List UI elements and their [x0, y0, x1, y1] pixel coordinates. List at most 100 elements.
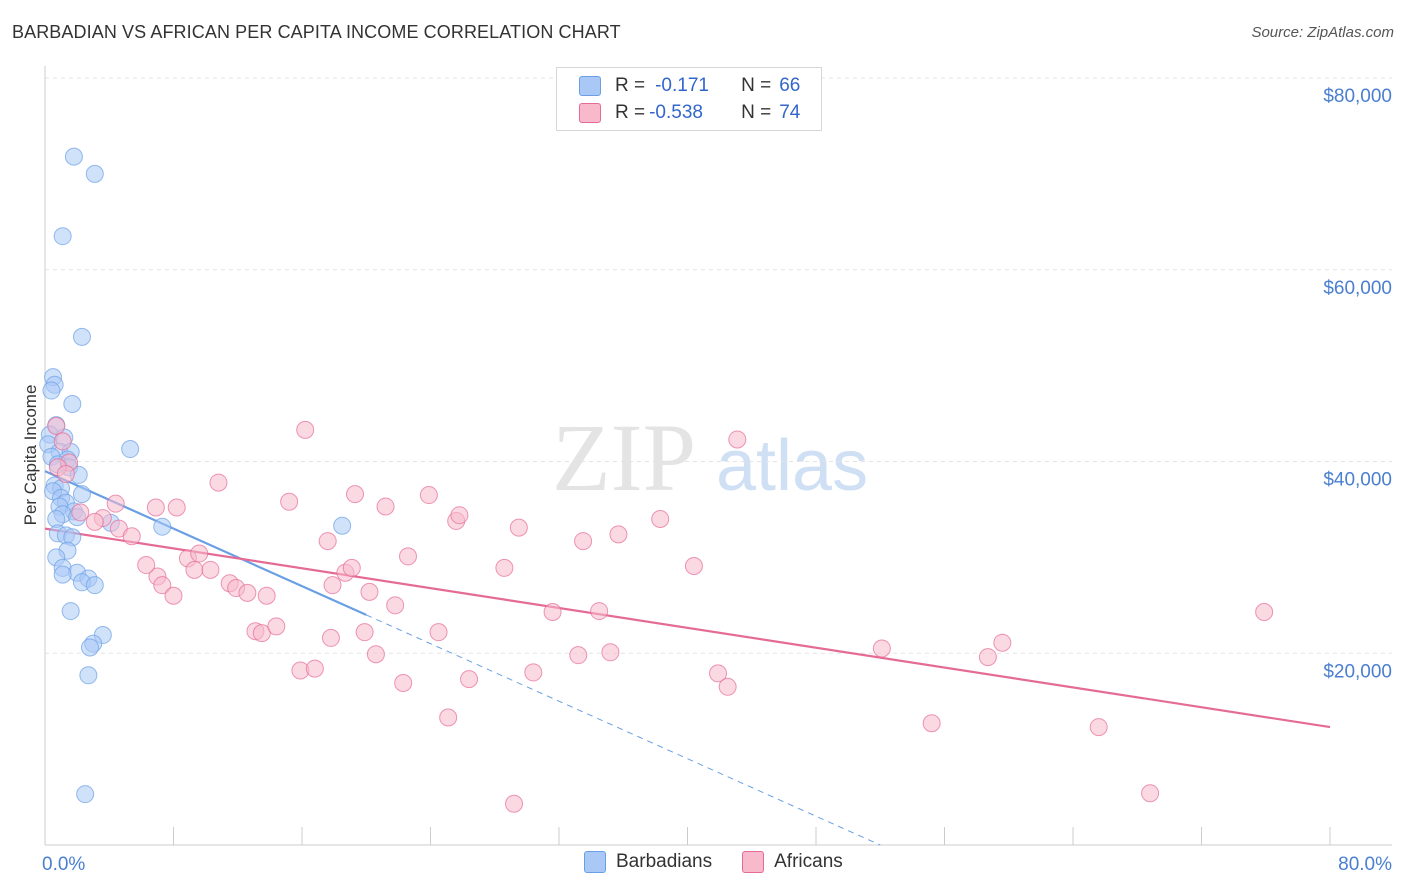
point-africans [366, 645, 385, 664]
point-barbadians [333, 516, 352, 535]
axis-labels: $20,000 $40,000 $60,000 $80,000 0.0% 80.0% Per… [21, 86, 1392, 875]
point-africans [71, 503, 90, 522]
point-barbadians [53, 227, 72, 246]
legend-item-africans[interactable]: Africans [742, 851, 843, 873]
point-africans [1089, 718, 1108, 737]
point-africans [321, 628, 340, 647]
legend-n-label: N = [741, 102, 772, 123]
point-africans [305, 659, 324, 678]
point-barbadians [63, 394, 82, 413]
trend-line-africans [44, 527, 1331, 729]
point-africans [684, 557, 703, 576]
legend-swatch-barbadians [584, 851, 606, 873]
x-tick-label-start: 0.0% [42, 854, 85, 875]
legend-row-barbadians: R = -0.171 N = 66 [579, 73, 800, 99]
point-barbadians [79, 666, 98, 685]
point-barbadians [85, 576, 104, 595]
point-africans [590, 602, 609, 621]
trend-line-barbadians [44, 470, 367, 616]
watermark-zip: ZIP [552, 404, 696, 511]
legend-swatch-barbadians [579, 76, 601, 96]
point-africans [569, 646, 588, 665]
point-africans [394, 673, 413, 692]
point-africans [153, 576, 172, 595]
legend-r-value: -0.171 [655, 75, 709, 96]
point-africans [56, 464, 75, 483]
point-africans [209, 473, 228, 492]
point-africans [509, 518, 528, 537]
legend-r-label: R = [615, 102, 646, 123]
point-barbadians [80, 638, 99, 657]
point-africans [137, 556, 156, 575]
point-africans [439, 708, 458, 727]
point-africans [323, 576, 342, 595]
point-africans [201, 560, 220, 579]
point-barbadians [72, 327, 91, 346]
legend-n-label: N = [741, 75, 772, 96]
legend-swatch-africans [579, 103, 601, 123]
trend-extension-barbadians [366, 614, 881, 846]
point-africans [376, 497, 395, 516]
point-africans [574, 532, 593, 551]
point-barbadians [64, 147, 83, 166]
correlation-legend: R = -0.171 N = 66 R = -0.538 N = 74 [556, 67, 822, 131]
legend-item-barbadians[interactable]: Barbadians [584, 851, 712, 873]
point-barbadians [53, 565, 72, 584]
legend-swatch-africans [742, 851, 765, 873]
point-africans [718, 677, 737, 696]
point-africans [280, 492, 299, 511]
point-barbadians [85, 164, 104, 183]
point-africans [106, 494, 125, 513]
legend-n-value: 74 [779, 102, 801, 123]
y-tick-label: $40,000 [1323, 470, 1392, 491]
point-africans [978, 648, 997, 667]
point-africans [505, 794, 524, 813]
y-tick-label: $80,000 [1323, 86, 1392, 107]
point-africans [355, 623, 374, 642]
data-points [39, 147, 1274, 813]
point-barbadians [61, 602, 80, 621]
point-africans [164, 586, 183, 605]
y-tick-label: $20,000 [1323, 661, 1392, 682]
point-africans [47, 417, 66, 436]
point-africans [419, 486, 438, 505]
point-africans [185, 560, 204, 579]
point-africans [993, 633, 1012, 652]
point-barbadians [42, 381, 61, 400]
point-africans [922, 714, 941, 733]
point-barbadians [121, 440, 140, 459]
point-africans [190, 544, 209, 563]
y-axis-label: Per Capita Income [21, 385, 40, 526]
point-barbadians [72, 485, 91, 504]
point-barbadians [153, 517, 172, 536]
trend-lines [44, 470, 1331, 846]
legend-label-africans: Africans [774, 851, 843, 872]
point-africans [609, 525, 628, 544]
legend-r-value: -0.538 [649, 102, 703, 123]
series-legend: Barbadians Africans [584, 851, 873, 873]
point-africans [495, 558, 514, 577]
legend-row-africans: R = -0.538 N = 74 [579, 100, 800, 126]
point-africans [872, 639, 891, 658]
point-africans [360, 582, 379, 601]
point-africans [167, 498, 186, 517]
point-africans [257, 586, 276, 605]
point-barbadians [76, 785, 95, 804]
point-africans [386, 596, 405, 615]
point-africans [728, 430, 747, 449]
chart-title: BARBADIAN VS AFRICAN PER CAPITA INCOME C… [12, 22, 621, 42]
point-africans [450, 506, 469, 525]
point-africans [543, 603, 562, 622]
point-africans [146, 498, 165, 517]
x-tick-label-end: 80.0% [1338, 854, 1392, 875]
point-africans [296, 420, 315, 439]
point-africans [85, 512, 104, 531]
point-africans [1255, 603, 1274, 622]
legend-r-label: R = [615, 75, 646, 96]
legend-label-barbadians: Barbadians [616, 851, 713, 872]
source-label: Source: ZipAtlas.com [1251, 24, 1394, 41]
point-africans [399, 547, 418, 566]
point-africans [318, 532, 337, 551]
point-africans [1141, 784, 1160, 803]
